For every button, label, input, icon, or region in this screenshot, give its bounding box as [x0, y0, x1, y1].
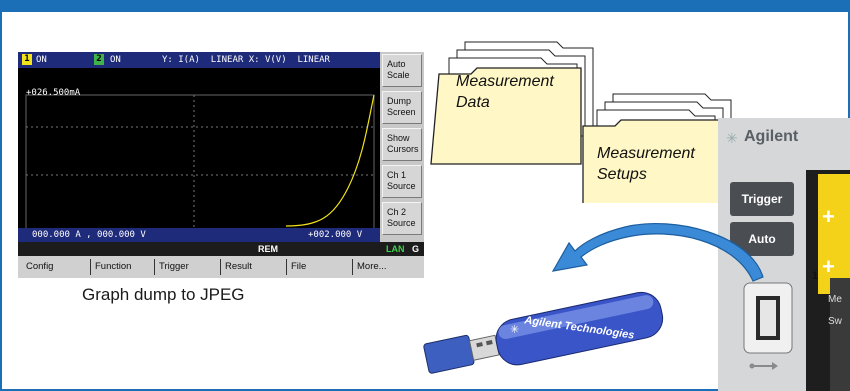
softkey-label: Auto — [387, 59, 406, 69]
graph-border — [25, 94, 375, 242]
plus-key-1[interactable]: + — [822, 204, 835, 229]
softkey-label: Source — [387, 218, 416, 228]
folder-label-line: Measurement — [597, 145, 695, 162]
function-tabs: Config Function Trigger Result File More… — [18, 256, 424, 278]
softkey-label: Cursors — [387, 144, 419, 154]
y-max-label: +026.500mA — [26, 88, 81, 98]
channel-header: 1 ON 2 ON Y: I(A) LINEAR X: V(V) LINEAR — [18, 52, 380, 68]
softkey-label: Ch 1 — [387, 170, 407, 180]
ch2-indicator: 2 — [94, 54, 104, 65]
instrument-screen: 1 ON 2 ON Y: I(A) LINEAR X: V(V) LINEAR … — [18, 52, 424, 278]
trigger-button[interactable]: Trigger — [730, 182, 794, 216]
iv-trace — [285, 94, 375, 227]
softkey-label: Screen — [387, 107, 416, 117]
side-text-1: Me — [828, 294, 842, 305]
plus-key-2[interactable]: + — [822, 254, 835, 279]
tab-function[interactable]: Function — [90, 259, 152, 275]
g-indicator: G — [412, 244, 420, 254]
softkey-label: Show — [387, 133, 410, 143]
rem-indicator: REM — [258, 244, 278, 254]
ch2-state: ON — [110, 55, 121, 65]
folder-label-line: Setups — [597, 166, 647, 183]
yellow-display — [818, 174, 850, 294]
cursor-readout: 000.000 A , 000.000 V +002.000 V — [18, 228, 380, 242]
folder-label-line: Data — [456, 94, 490, 111]
folder-illustration — [430, 41, 732, 203]
usb-cap — [423, 334, 475, 374]
graph-svg — [25, 94, 375, 242]
data-folder-stack — [430, 41, 594, 165]
agilent-logo-icon: ✳ — [726, 130, 738, 146]
setups-folder-stack — [582, 93, 732, 203]
brand-name: Agilent — [744, 128, 799, 145]
tab-file[interactable]: File — [286, 259, 350, 275]
tab-more[interactable]: More... — [352, 259, 420, 275]
softkey-label: Scale — [387, 70, 410, 80]
caption: Graph dump to JPEG — [82, 285, 245, 304]
ch1-state: ON — [36, 55, 47, 65]
side-text-2: Sw — [828, 316, 842, 327]
softkey-label: Ch 2 — [387, 207, 407, 217]
softkey-label: Source — [387, 181, 416, 191]
softkey-ch2-source[interactable]: Ch 2 Source — [382, 202, 422, 235]
tab-trigger[interactable]: Trigger — [154, 259, 218, 275]
remote-status-bar: REM LAN G — [18, 242, 424, 256]
usb-stick — [423, 291, 664, 374]
transfer-arrow-icon — [551, 222, 764, 282]
readout-right: +002.000 V — [308, 230, 363, 240]
graph-area: +026.500mA — [18, 68, 380, 242]
usb-symbol-icon — [749, 362, 778, 370]
folder-label-line: Measurement — [456, 73, 554, 90]
softkey-label: Dump — [387, 96, 412, 106]
channel-number: 1 — [812, 270, 819, 282]
softkey-dump-screen[interactable]: Dump Screen — [382, 91, 422, 124]
softkey-column: Auto Scale Dump Screen Show Cursors Ch 1… — [380, 52, 424, 242]
softkey-auto-scale[interactable]: Auto Scale — [382, 54, 422, 87]
softkey-ch1-source[interactable]: Ch 1 Source — [382, 165, 422, 198]
tab-result[interactable]: Result — [220, 259, 284, 275]
instrument-front-panel: ✳ Agilent Trigger Auto + + 1 Me Sw — [718, 118, 850, 391]
setups-folder-label: Measurement Setups — [597, 143, 695, 185]
data-folder-label: Measurement Data — [456, 71, 554, 113]
usb-connector — [468, 334, 500, 361]
usb-logo-icon: ✳ — [510, 324, 520, 336]
ch1-indicator: 1 — [22, 54, 32, 65]
tab-config[interactable]: Config — [26, 261, 54, 272]
axes-label: Y: I(A) LINEAR X: V(V) LINEAR — [162, 55, 330, 65]
top-banner — [0, 0, 850, 12]
readout-left: 000.000 A , 000.000 V — [32, 230, 146, 240]
softkey-show-cursors[interactable]: Show Cursors — [382, 128, 422, 161]
lan-indicator: LAN — [386, 244, 405, 254]
